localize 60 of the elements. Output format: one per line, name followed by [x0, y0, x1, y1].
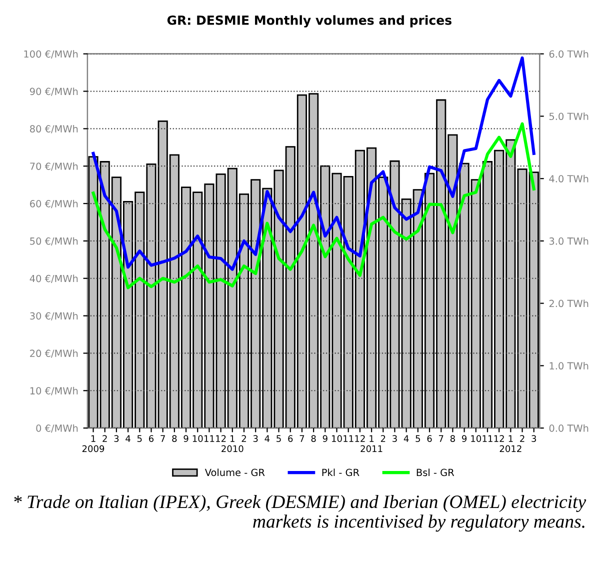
x-tick-label: 9 [462, 435, 467, 442]
x-tick-label: 7 [160, 435, 165, 442]
chart-title: GR: DESMIE Monthly volumes and prices [167, 15, 452, 28]
x-tick-label: 6 [427, 435, 432, 442]
y-tick-label: 10 €/MWh [30, 386, 78, 396]
x-tick-label: 5 [137, 435, 142, 442]
x-tick-label: 6 [148, 435, 154, 442]
y2-tick-label: 0.0 TWh [549, 424, 588, 432]
y2-tick-label: 1.0 TWh [550, 362, 588, 370]
legend-label: Volume - GR [204, 468, 265, 476]
y-tick-label: 100 €/MWh [24, 50, 78, 58]
x-tick-label: 10 [471, 435, 482, 442]
y2-tick-label: 3.0 TWh [549, 237, 588, 245]
y2-tick-label: 2.0 TWh [549, 300, 588, 308]
x-tick-label: 9 [322, 435, 328, 442]
x-tick-label: 11 [482, 435, 492, 442]
y-tick-label: 30 €/MWh [30, 312, 78, 320]
y-tick-label: 0 €/MWh [36, 424, 78, 433]
text: * Trade on Italian (IPEX), Greek (DESMIE) and Iberian (OMEL) electricity markets is incentivised by regulatory means. [14, 494, 586, 532]
x-tick-label: 11 [344, 435, 354, 442]
x-tick-label: 10 [332, 435, 342, 442]
x-tick-label: 3 [392, 435, 397, 442]
x-tick-label: 2 [380, 435, 386, 442]
legend-label: Bsl - GR [416, 468, 454, 476]
x-tick-label: 3 [114, 435, 119, 442]
y-tick-label: 60 €/MWh [30, 200, 78, 208]
y-tick-label: 20 €/MWh [30, 350, 78, 358]
x-tick-label: 4 [126, 435, 130, 442]
y-tick-label: 70 €/MWh [30, 162, 78, 171]
legend-label: Pkl - GR [322, 468, 360, 476]
x-tick-label: 2 [520, 435, 524, 442]
x-tick-label: 7 [300, 435, 304, 442]
y-tick-label: 40 €/MWh [30, 274, 78, 283]
x-tick-label: 10 [192, 435, 203, 442]
x-tick-label: 4 [404, 435, 409, 442]
x-tick-label: 9 [184, 435, 188, 442]
x-tick-label: 6 [288, 435, 293, 442]
x-tick-label: 2 [102, 435, 107, 442]
line-series [92, 56, 536, 271]
x-tick-label: 12 [216, 435, 226, 442]
x-tick-label: 4 [264, 435, 270, 442]
x-tick-label: 8 [450, 435, 455, 442]
y2-tick-label: 5.0 TWh [549, 112, 588, 120]
line-series [92, 122, 536, 290]
x-tick-label: 3 [253, 435, 258, 442]
y-tick-label: 80 €/MWh [30, 125, 78, 134]
x-tick-label: 12 [355, 435, 365, 442]
x-tick-label: 5 [416, 435, 420, 442]
y-tick-label: 90 €/MWh [30, 88, 78, 96]
x-tick-label: 2 [242, 435, 246, 442]
x-tick-label: 8 [172, 435, 177, 442]
x-tick-label: 11 [204, 435, 214, 442]
x-tick-label: 7 [438, 435, 444, 442]
x-tick-label: 5 [276, 435, 281, 442]
y-tick-label: 50 €/MWh [30, 237, 78, 246]
x-tick-label: 3 [532, 435, 536, 442]
x-tick-label: 8 [311, 435, 316, 442]
x-tick-label: 12 [494, 435, 504, 442]
y2-tick-label: 4.0 TWh [549, 174, 588, 182]
y2-tick-label: 6.0 TWh [549, 50, 588, 58]
